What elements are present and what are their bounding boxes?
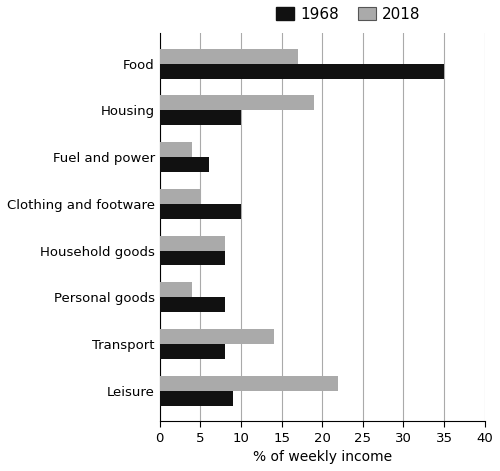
Bar [160,64,444,79]
Legend: 1968, 2018: 1968, 2018 [276,7,420,22]
Bar [160,96,314,110]
Bar [160,189,200,204]
Bar [160,142,192,157]
X-axis label: % of weekly income: % of weekly income [252,450,392,464]
Bar [160,236,225,251]
Bar [160,49,298,64]
Bar [160,344,225,359]
Bar [160,251,225,266]
Bar [160,110,241,125]
Bar [160,282,192,297]
Bar [160,376,338,391]
Bar [160,329,274,344]
Bar [160,204,241,219]
Bar [160,157,208,172]
Bar [160,297,225,312]
Bar [160,391,233,406]
